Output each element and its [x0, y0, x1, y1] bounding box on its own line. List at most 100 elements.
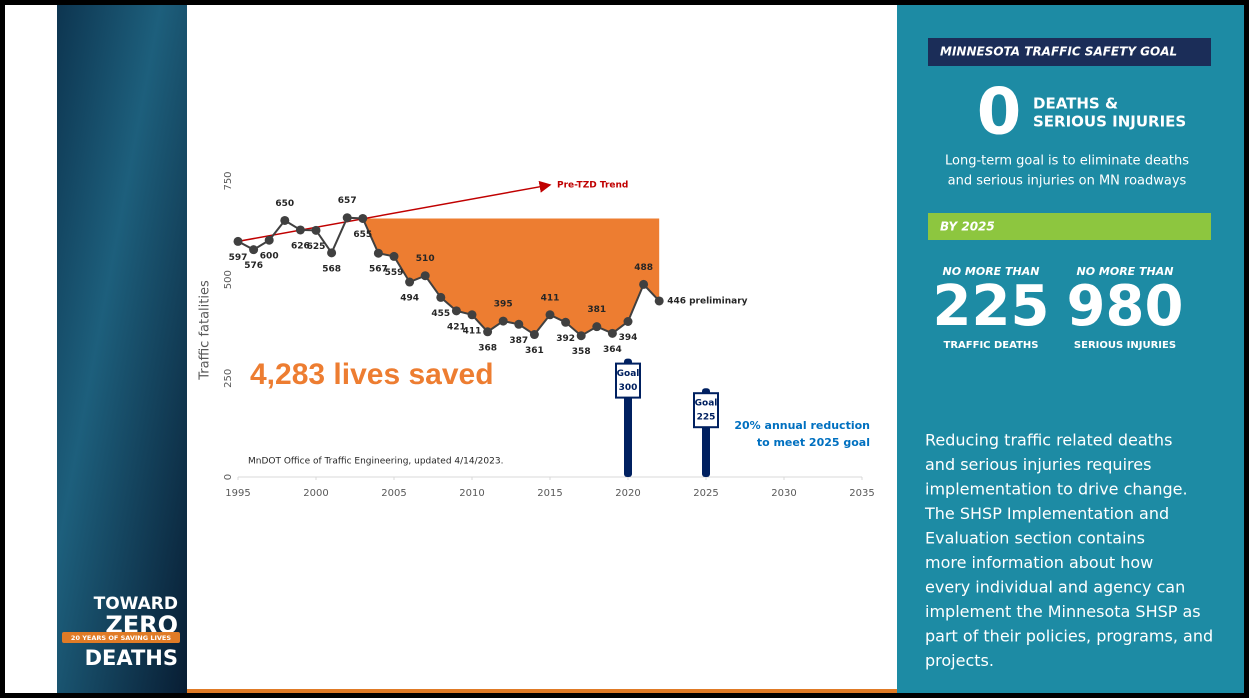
data-label: 387 [509, 336, 528, 346]
panel-paragraph: implement the Minnesota SHSP as [925, 602, 1201, 621]
data-point [280, 215, 290, 225]
data-label: 395 [494, 300, 513, 310]
data-label: 567 [369, 265, 388, 275]
data-label: 411 [463, 326, 482, 336]
target-label: TRAFFIC DEATHS [944, 340, 1039, 351]
data-point [342, 213, 352, 223]
zero-label: SERIOUS INJURIES [1033, 113, 1186, 131]
data-label: 488 [634, 263, 653, 273]
panel-paragraph: The SHSP Implementation and [924, 504, 1169, 523]
data-point [373, 248, 383, 258]
data-label: 626 [291, 241, 310, 251]
data-label: 368 [478, 343, 497, 353]
zero-text: and serious injuries on MN roadways [948, 174, 1187, 189]
x-tick-label: 2035 [849, 488, 874, 499]
target-prefix: NO MORE THAN [943, 265, 1040, 278]
y-tick-label: 500 [223, 270, 234, 289]
bottom-rule [187, 689, 897, 693]
panel-paragraph: part of their policies, programs, and [925, 627, 1213, 646]
logo-banner [62, 632, 180, 643]
data-point [467, 310, 477, 320]
data-point [420, 271, 430, 281]
y-axis-label: Traffic fatalities [198, 280, 213, 381]
data-point [451, 306, 461, 316]
x-tick-label: 2030 [771, 488, 796, 499]
data-point [358, 213, 368, 223]
data-label: 361 [525, 346, 544, 356]
chart: 1995 2000 2005 2010 2015 2020 2025 2030 2035 0 250… [198, 171, 875, 499]
data-point [654, 296, 664, 306]
data-label: 655 [353, 230, 372, 240]
data-label: 394 [619, 333, 638, 343]
data-point [295, 225, 305, 235]
goal-label: Goal [695, 399, 718, 409]
data-point [327, 248, 337, 258]
data-point [405, 277, 415, 287]
logo-text: DEATHS [85, 646, 178, 670]
logo-text: TOWARD [94, 594, 178, 614]
data-point [623, 317, 633, 327]
target-prefix: NO MORE THAN [1077, 265, 1174, 278]
data-point [264, 235, 274, 245]
x-tick-label: 2005 [381, 488, 406, 499]
goal-sign [615, 362, 641, 399]
trend-line [237, 180, 552, 243]
data-label: 364 [603, 345, 622, 355]
data-label: 576 [244, 261, 263, 271]
panel-paragraph: more information about how [925, 553, 1153, 572]
y-tick-label: 250 [223, 369, 234, 388]
panel-header: MINNESOTA TRAFFIC SAFETY GOAL [940, 45, 1177, 59]
data-label: 392 [556, 334, 575, 344]
data-point [592, 322, 602, 332]
data-point [639, 279, 649, 289]
data-point [233, 236, 243, 246]
target-number: 225 [933, 274, 1050, 339]
goal-value: 300 [619, 383, 638, 393]
x-tick-label: 2000 [303, 488, 328, 499]
data-label: 625 [307, 242, 326, 252]
x-tick-label: 2025 [693, 488, 718, 499]
data-label: 568 [322, 264, 341, 274]
data-point [529, 330, 539, 340]
panel-paragraph: and serious injuries requires [925, 455, 1151, 474]
x-tick-label: 1995 [225, 488, 250, 499]
source-note: MnDOT Office of Traffic Engineering, upd… [248, 457, 503, 467]
x-tick-label: 2020 [615, 488, 640, 499]
by-bar [928, 213, 1211, 240]
data-label: 411 [541, 293, 560, 303]
side-image [57, 5, 187, 693]
data-point [389, 251, 399, 261]
data-label: 559 [385, 268, 404, 278]
lives-saved: 4,283 lives saved [250, 358, 494, 391]
panel: MINNESOTA TRAFFIC SAFETY GOAL 0 DEATHS &SE… [924, 45, 1213, 671]
target-number: 980 [1067, 274, 1184, 339]
by-label: BY 2025 [940, 220, 995, 234]
data-label: 510 [416, 254, 435, 264]
zero-label: DEATHS & [1033, 95, 1118, 113]
trend-label: Pre-TZD Trend [557, 180, 628, 190]
lives-saved-area [362, 218, 660, 336]
data-point [483, 327, 493, 337]
panel-paragraph: implementation to drive change. [925, 480, 1188, 499]
reduction-note: to meet 2025 goal [757, 436, 870, 449]
data-label: 657 [338, 196, 357, 206]
data-point [498, 316, 508, 326]
data-label: 446 preliminary [667, 296, 747, 306]
panel-header-bar [928, 38, 1211, 66]
data-label: 650 [275, 199, 294, 209]
series-line [237, 216, 660, 337]
x-tick-label: 2015 [537, 488, 562, 499]
panel-paragraph: Evaluation section contains [925, 529, 1145, 548]
data-point [436, 292, 446, 302]
zero-number: 0 [977, 76, 1022, 150]
x-tick-label: 2010 [459, 488, 484, 499]
data-label: 600 [260, 252, 279, 262]
panel-paragraph: Reducing traffic related deaths [925, 431, 1172, 450]
data-point [576, 331, 586, 341]
y-tick-label: 0 [223, 474, 234, 480]
goal-sign [693, 392, 719, 429]
data-point [561, 317, 571, 327]
